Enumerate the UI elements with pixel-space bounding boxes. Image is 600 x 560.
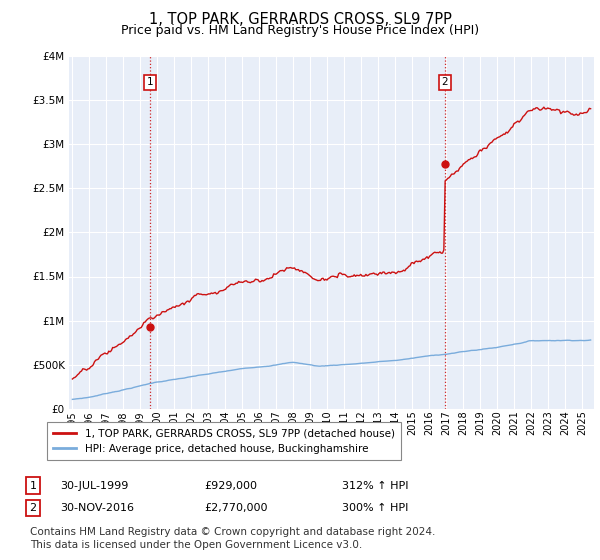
Text: 30-NOV-2016: 30-NOV-2016	[60, 503, 134, 513]
Text: 30-JUL-1999: 30-JUL-1999	[60, 480, 128, 491]
Text: 1: 1	[29, 480, 37, 491]
Text: 1: 1	[147, 77, 154, 87]
Legend: 1, TOP PARK, GERRARDS CROSS, SL9 7PP (detached house), HPI: Average price, detac: 1, TOP PARK, GERRARDS CROSS, SL9 7PP (de…	[47, 422, 401, 460]
Text: 312% ↑ HPI: 312% ↑ HPI	[342, 480, 409, 491]
Text: £929,000: £929,000	[204, 480, 257, 491]
Text: Price paid vs. HM Land Registry's House Price Index (HPI): Price paid vs. HM Land Registry's House …	[121, 24, 479, 36]
Text: 300% ↑ HPI: 300% ↑ HPI	[342, 503, 409, 513]
Text: £2,770,000: £2,770,000	[204, 503, 268, 513]
Text: 2: 2	[29, 503, 37, 513]
Text: Contains HM Land Registry data © Crown copyright and database right 2024.
This d: Contains HM Land Registry data © Crown c…	[30, 527, 436, 550]
Text: 1, TOP PARK, GERRARDS CROSS, SL9 7PP: 1, TOP PARK, GERRARDS CROSS, SL9 7PP	[149, 12, 451, 27]
Text: 2: 2	[442, 77, 448, 87]
